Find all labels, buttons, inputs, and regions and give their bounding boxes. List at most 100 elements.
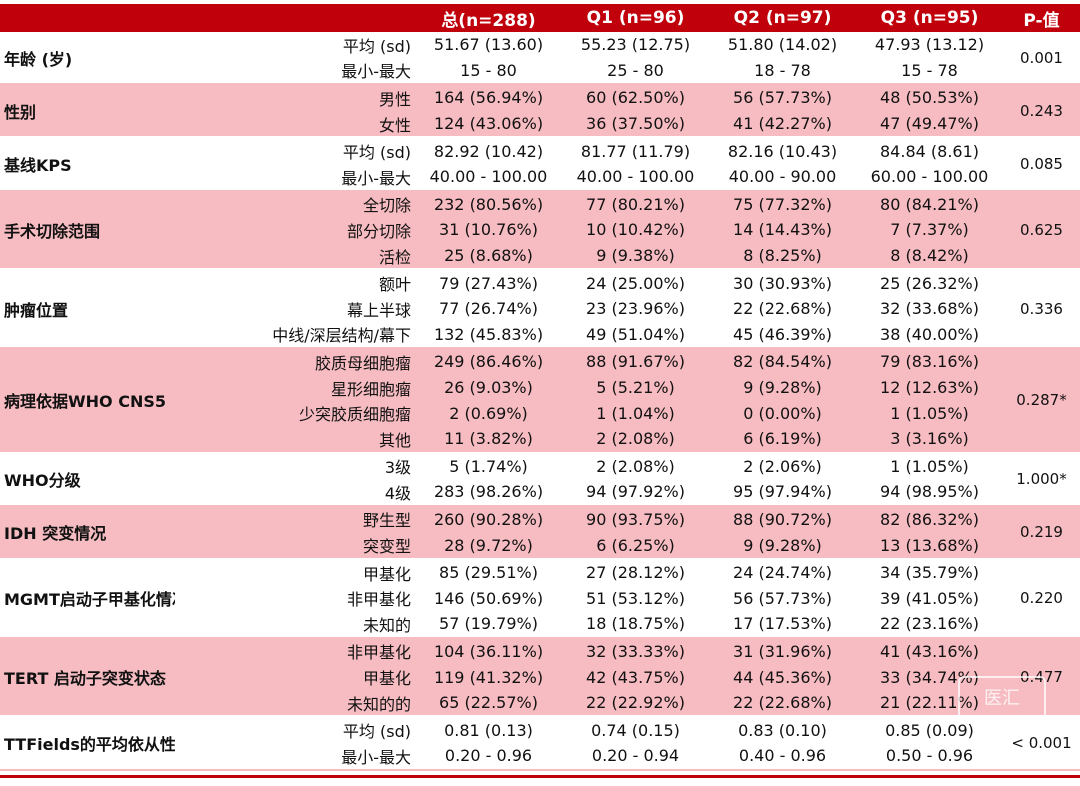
q2-value: 8 (8.25%) <box>709 242 856 270</box>
total-value: 232 (80.56%) <box>415 190 562 218</box>
table-row: WHO分级 3级 5 (1.74%) 2 (2.08%) 2 (2.06%) 1 (1.0… <box>0 452 1080 506</box>
total-value: 0.81 (0.13) <box>415 716 562 744</box>
q3-value: 3 (3.16%) <box>856 425 1003 453</box>
total-value: 31 (10.76%) <box>415 217 562 243</box>
header-cell-q2: Q2 (n=97) <box>709 4 856 32</box>
category-label: 3级 <box>175 452 415 480</box>
total-value: 65 (22.57%) <box>415 689 562 717</box>
q1-value: 51 (53.12%) <box>562 585 709 612</box>
group-7: IDH 突变情况 野生型 260 (90.28%) 90 (93.75%) 88 (90… <box>0 505 1080 559</box>
category-label: 平均 (sd) <box>175 32 415 58</box>
table-row: 最小-最大 40.00 - 100.00 40.00 - 100.00 40.00 -… <box>0 163 1080 191</box>
total-value: 104 (36.11%) <box>415 637 562 665</box>
q1-value: 32 (33.33%) <box>562 637 709 665</box>
total-value: 25 (8.68%) <box>415 242 562 270</box>
total-value: 0.20 - 0.96 <box>415 743 562 770</box>
total-value: 124 (43.06%) <box>415 110 562 138</box>
variable-name: 手术切除范围 <box>0 190 175 270</box>
table-row: 活检 25 (8.68%) 9 (9.38%) 8 (8.25%) 8 (8.42%) <box>0 242 1080 270</box>
q1-value: 40.00 - 100.00 <box>562 163 709 191</box>
q3-value: 80 (84.21%) <box>856 190 1003 218</box>
table-row: 未知的的 65 (22.57%) 22 (22.92%) 22 (22.68%) 21 … <box>0 689 1080 717</box>
q3-value: 94 (98.95%) <box>856 479 1003 506</box>
table-row: 手术切除范围 全切除 232 (80.56%) 77 (80.21%) 75 (77.3… <box>0 190 1080 270</box>
q1-value: 42 (43.75%) <box>562 664 709 690</box>
q1-value: 18 (18.75%) <box>562 611 709 638</box>
category-label: 非甲基化 <box>175 637 415 665</box>
total-value: 15 - 80 <box>415 57 562 85</box>
q3-value: 1 (1.05%) <box>856 452 1003 480</box>
table-row: 非甲基化 146 (50.69%) 51 (53.12%) 56 (57.73%) 39… <box>0 585 1080 612</box>
variable-name: TTFields的平均依从性 <box>0 716 175 770</box>
q1-value: 24 (25.00%) <box>562 269 709 296</box>
q1-value: 27 (28.12%) <box>562 558 709 586</box>
total-value: 260 (90.28%) <box>415 505 562 533</box>
q1-value: 77 (80.21%) <box>562 190 709 218</box>
header-cell-variable <box>0 4 175 32</box>
category-label: 其他 <box>175 425 415 453</box>
q2-value: 31 (31.96%) <box>709 637 856 665</box>
category-label: 少突胶质细胞瘤 <box>175 400 415 426</box>
total-value: 51.67 (13.60) <box>415 32 562 58</box>
q3-value: 47 (49.47%) <box>856 110 1003 138</box>
q1-value: 6 (6.25%) <box>562 532 709 559</box>
category-label: 甲基化 <box>175 664 415 690</box>
table-row: 最小-最大 0.20 - 0.96 0.20 - 0.94 0.40 - 0.96 0.… <box>0 743 1080 770</box>
q3-value: 13 (13.68%) <box>856 532 1003 559</box>
table-row: TTFields的平均依从性 平均 (sd) 0.81 (0.13) 0.74 (0.… <box>0 716 1080 770</box>
q2-value: 41 (42.27%) <box>709 110 856 138</box>
category-label: 平均 (sd) <box>175 137 415 164</box>
q2-value: 24 (24.74%) <box>709 558 856 586</box>
total-value: 79 (27.43%) <box>415 269 562 296</box>
total-value: 164 (56.94%) <box>415 84 562 111</box>
p-value: 0.085 <box>1003 137 1080 191</box>
total-value: 146 (50.69%) <box>415 585 562 612</box>
q2-value: 9 (9.28%) <box>709 374 856 401</box>
q3-value: 48 (50.53%) <box>856 84 1003 111</box>
table-row: 未知的 57 (19.79%) 18 (18.75%) 17 (17.53%) 22 (… <box>0 611 1080 638</box>
q1-value: 49 (51.04%) <box>562 321 709 349</box>
total-value: 77 (26.74%) <box>415 295 562 322</box>
group-10: TTFields的平均依从性 平均 (sd) 0.81 (0.13) 0.74 (0.… <box>0 716 1080 770</box>
category-label: 4级 <box>175 479 415 506</box>
category-label: 未知的的 <box>175 689 415 717</box>
variable-name: 年龄 (岁) <box>0 32 175 85</box>
q2-value: 6 (6.19%) <box>709 425 856 453</box>
p-value: < 0.001 <box>1003 716 1080 770</box>
q3-value: 39 (41.05%) <box>856 585 1003 612</box>
q1-value: 36 (37.50%) <box>562 110 709 138</box>
table-row: 年龄 (岁) 平均 (sd) 51.67 (13.60) 55.23 (12.75) 5… <box>0 32 1080 85</box>
q1-value: 94 (97.92%) <box>562 479 709 506</box>
table-row: 少突胶质细胞瘤 2 (0.69%) 1 (1.04%) 0 (0.00%) 1 (1.0… <box>0 400 1080 426</box>
q1-value: 60 (62.50%) <box>562 84 709 111</box>
variable-name: WHO分级 <box>0 452 175 506</box>
watermark-logo: 医汇 <box>958 676 1046 722</box>
total-value: 85 (29.51%) <box>415 558 562 586</box>
total-value: 11 (3.82%) <box>415 425 562 453</box>
variable-name: 肿瘤位置 <box>0 269 175 349</box>
group-6: WHO分级 3级 5 (1.74%) 2 (2.08%) 2 (2.06%) 1 (1.0… <box>0 452 1080 506</box>
q2-value: 9 (9.28%) <box>709 532 856 559</box>
category-label: 全切除 <box>175 190 415 218</box>
header-row: 总(n=288) Q1 (n=96) Q2 (n=97) Q3 (n=95) P… <box>0 4 1080 32</box>
category-label: 部分切除 <box>175 217 415 243</box>
category-label: 女性 <box>175 110 415 138</box>
total-value: 82.92 (10.42) <box>415 137 562 164</box>
category-label: 突变型 <box>175 532 415 559</box>
group-9: TERT 启动子突变状态 非甲基化 104 (36.11%) 32 (33.33%) 3… <box>0 637 1080 717</box>
q2-value: 0.40 - 0.96 <box>709 743 856 770</box>
p-value: 0.220 <box>1003 558 1080 638</box>
q1-value: 0.20 - 0.94 <box>562 743 709 770</box>
q1-value: 23 (23.96%) <box>562 295 709 322</box>
table-row: 病理依据WHO CNS5 胶质母细胞瘤 249 (86.46%) 88 (91.67%… <box>0 348 1080 453</box>
variable-name: 性别 <box>0 84 175 138</box>
q3-value: 1 (1.05%) <box>856 400 1003 426</box>
bottom-rule <box>0 775 1080 778</box>
q2-value: 22 (22.68%) <box>709 295 856 322</box>
q2-value: 51.80 (14.02) <box>709 32 856 58</box>
q1-value: 25 - 80 <box>562 57 709 85</box>
header-cell-category <box>175 4 415 32</box>
total-value: 40.00 - 100.00 <box>415 163 562 191</box>
group-0: 年龄 (岁) 平均 (sd) 51.67 (13.60) 55.23 (12.75) 5… <box>0 32 1080 85</box>
q2-value: 14 (14.43%) <box>709 217 856 243</box>
